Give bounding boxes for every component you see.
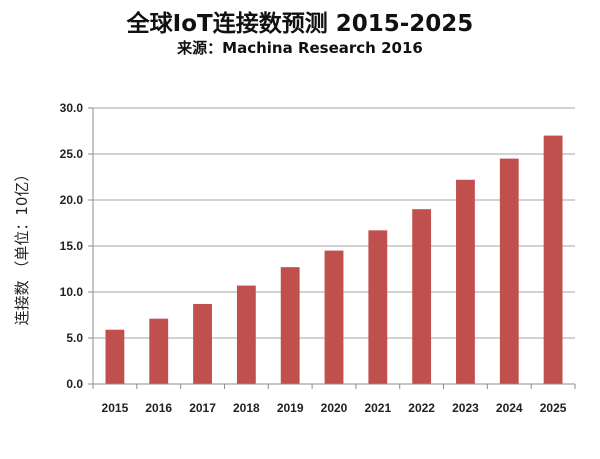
- chart-subtitle: 来源：Machina Research 2016: [177, 39, 423, 57]
- y-tick-label: 10.0: [60, 285, 84, 299]
- bar-2016: [149, 318, 169, 384]
- x-tick-labels: 2015 2016 2017 2018 2019 2020 2021 2022 2023 2024…: [102, 401, 567, 415]
- x-tick-label: 2021: [364, 401, 391, 415]
- y-tick-label: 30.0: [60, 101, 84, 115]
- y-tick-label: 20.0: [60, 193, 84, 207]
- x-tick-label: 2018: [233, 401, 260, 415]
- x-tick-label: 2020: [321, 401, 348, 415]
- bar-2020: [324, 250, 344, 384]
- y-axis-label: 连接数 （单位：10亿）: [13, 167, 31, 326]
- bar-2024: [499, 158, 519, 384]
- x-tick-label: 2019: [277, 401, 304, 415]
- y-tick-label: 0.0: [66, 377, 83, 391]
- bar-2022: [412, 209, 432, 384]
- x-tick-label: 2022: [408, 401, 435, 415]
- y-tick-label: 5.0: [66, 331, 83, 345]
- axes: [88, 107, 576, 389]
- bar-2023: [456, 179, 475, 384]
- x-tick-label: 2025: [540, 401, 567, 415]
- chart-title: 全球IoT连接数预测 2015-2025: [126, 11, 474, 37]
- y-tick-label: 25.0: [60, 147, 84, 161]
- x-tick-label: 2023: [452, 401, 479, 415]
- bar-2021: [368, 230, 388, 384]
- bar-2025: [543, 135, 563, 384]
- y-tick-label: 15.0: [60, 239, 84, 253]
- bar-2018: [236, 285, 256, 384]
- x-tick-label: 2016: [145, 401, 172, 415]
- x-tick-label: 2024: [496, 401, 523, 415]
- bars: [105, 135, 563, 384]
- bar-2017: [193, 303, 212, 384]
- bar-2015: [105, 329, 125, 384]
- y-tick-labels: 0.0 5.0 10.0 15.0 20.0 25.0 30.0: [60, 101, 84, 391]
- x-tick-label: 2015: [102, 401, 129, 415]
- bar-2019: [280, 267, 300, 384]
- x-tick-label: 2017: [189, 401, 216, 415]
